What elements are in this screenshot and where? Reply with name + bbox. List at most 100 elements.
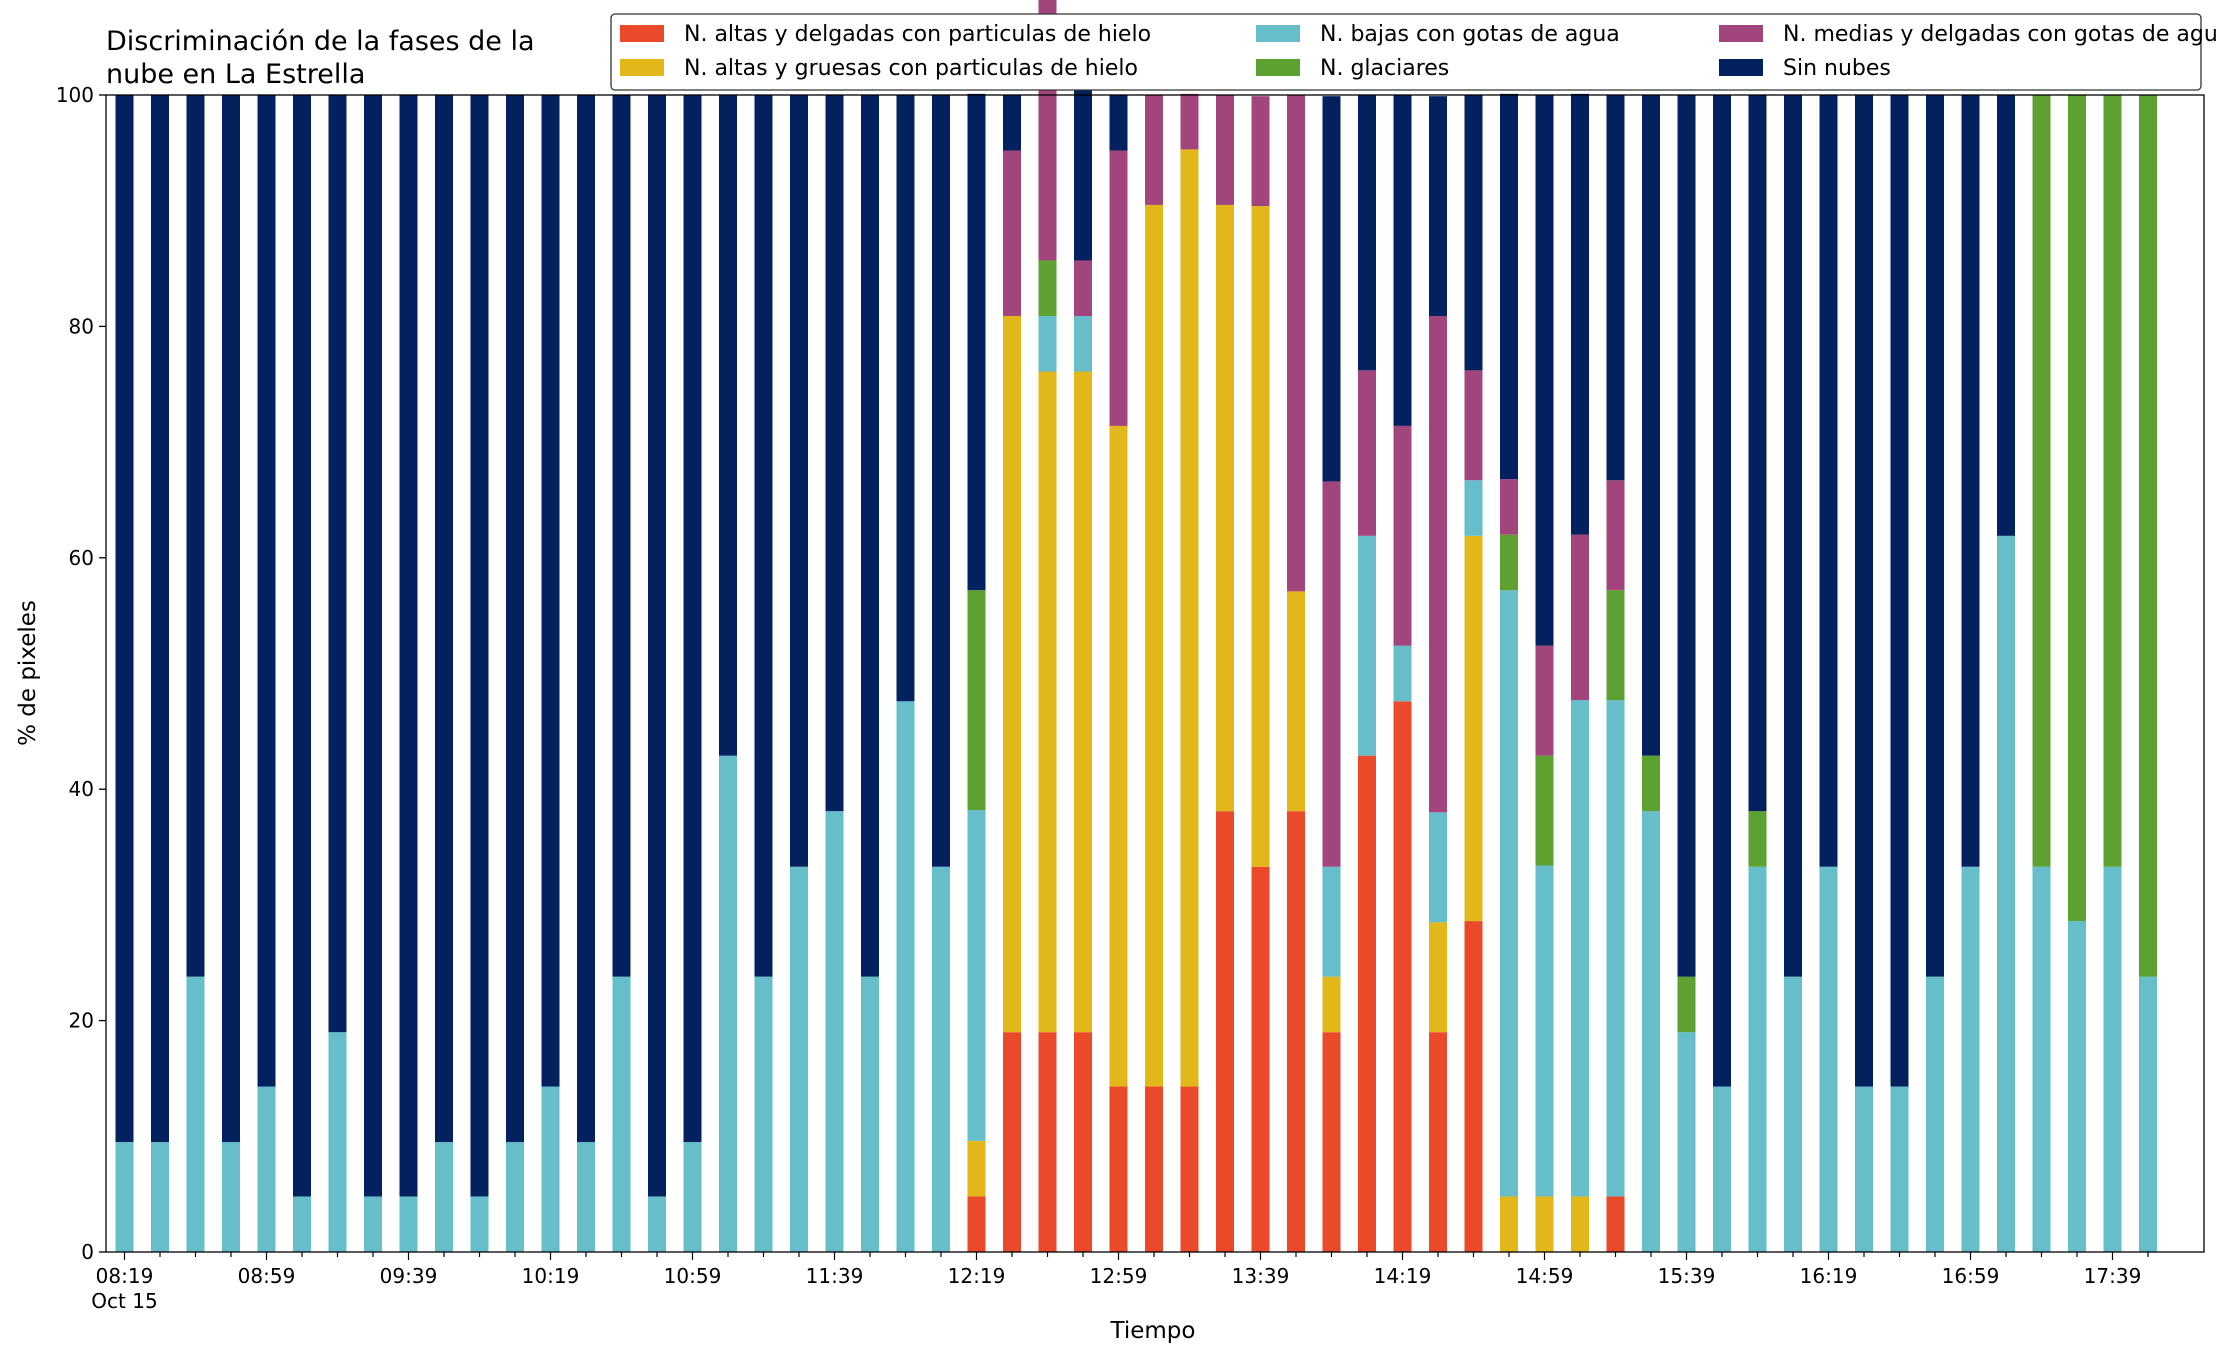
bar-segment-s5-t44 xyxy=(1677,95,1696,977)
bar-segment-s5-t10 xyxy=(470,95,489,1197)
bar-segment-s4-t34 xyxy=(1322,481,1341,867)
x-tick-sublabel: Oct 15 xyxy=(91,1289,157,1313)
bar-segment-s5-t42 xyxy=(1606,95,1625,481)
bar-segment-s3-t42 xyxy=(1606,590,1625,701)
bar-segment-s2-t51 xyxy=(1926,976,1944,1252)
x-tick-label: 11:39 xyxy=(806,1264,864,1288)
x-tick-label: 15:39 xyxy=(1658,1264,1716,1288)
bar-segment-s5-t48 xyxy=(1819,95,1838,867)
bar-segment-s1-t26 xyxy=(1038,371,1057,1033)
bar-segment-s5-t11 xyxy=(506,95,524,1143)
bar-segment-s3-t44 xyxy=(1677,976,1696,1033)
x-tick-label: 10:59 xyxy=(664,1264,722,1288)
plot-frame xyxy=(105,94,2205,1253)
y-tick-label: 100 xyxy=(56,83,94,107)
legend-swatch-1 xyxy=(620,59,664,76)
bar-segment-s2-t48 xyxy=(1819,866,1838,1252)
bar-segment-s2-t15 xyxy=(648,1196,666,1252)
bar-segment-s0-t38 xyxy=(1464,921,1483,1252)
bar-segment-s2-t12 xyxy=(541,1086,560,1252)
bar-segment-s5-t12 xyxy=(541,95,560,1087)
bar-segment-s0-t37 xyxy=(1429,1032,1447,1252)
bar-segment-s2-t11 xyxy=(506,1142,524,1252)
bar-segment-s5-t14 xyxy=(612,95,631,977)
bar-segment-s5-t13 xyxy=(577,95,595,1143)
bar-segment-s5-t25 xyxy=(1003,95,1021,151)
bar-segment-s2-t43 xyxy=(1642,811,1660,1252)
bar-segment-s4-t28 xyxy=(1109,150,1128,426)
legend-swatch-4 xyxy=(1719,25,1763,42)
bar-segment-s5-t23 xyxy=(932,95,950,867)
x-tick-label: 12:19 xyxy=(948,1264,1006,1288)
bar-segment-s2-t47 xyxy=(1784,976,1802,1252)
bar-segment-s2-t52 xyxy=(1961,866,1980,1252)
bar-segment-s5-t36 xyxy=(1393,95,1412,426)
legend-label-2: N. bajas con gotas de agua xyxy=(1320,22,1620,47)
x-axis-label: Tiempo xyxy=(1110,1318,1196,1344)
bar-segment-s2-t54 xyxy=(2032,866,2051,1252)
bar-segment-s4-t41 xyxy=(1571,534,1589,701)
bar-segment-s2-t10 xyxy=(470,1196,489,1252)
bar-segment-s5-t53 xyxy=(1997,95,2015,536)
bar-segment-s2-t45 xyxy=(1713,1086,1731,1252)
bar-segment-s2-t0 xyxy=(115,1142,134,1252)
bar-segment-s0-t24 xyxy=(967,1196,986,1252)
legend: N. altas y delgadas con particulas de hi… xyxy=(610,13,2216,91)
bar-segment-s2-t1 xyxy=(151,1142,169,1252)
bar-segment-s3-t26 xyxy=(1038,260,1057,316)
legend-frame xyxy=(610,13,2202,91)
bar-segment-s3-t56 xyxy=(2103,95,2122,867)
bar-segment-s2-t34 xyxy=(1322,866,1341,977)
x-axis: 08:19 08:59 09:39 10:19 10:59 11:39 12:19 12:59… xyxy=(91,1252,2149,1313)
y-axis: 0 20 40 60 80 100 xyxy=(56,83,106,1264)
bar-segment-s1-t31 xyxy=(1216,204,1234,812)
bar-segment-s2-t41 xyxy=(1571,700,1589,1197)
x-tick-label: 12:59 xyxy=(1090,1264,1148,1288)
bar-segment-s2-t8 xyxy=(399,1196,418,1252)
bar-segment-s0-t35 xyxy=(1358,755,1376,1252)
bars-layer xyxy=(115,0,2157,1252)
legend-label-3: N. glaciares xyxy=(1320,56,1449,81)
bar-segment-s2-t4 xyxy=(257,1086,276,1252)
bar-segment-s5-t41 xyxy=(1571,93,1589,535)
bar-segment-s2-t46 xyxy=(1748,866,1767,1252)
bar-segment-s2-t49 xyxy=(1855,1086,1873,1252)
bar-segment-s5-t6 xyxy=(328,95,347,1033)
bar-segment-s1-t24 xyxy=(967,1140,986,1197)
bar-segment-s0-t28 xyxy=(1109,1086,1128,1252)
bar-segment-s4-t25 xyxy=(1003,150,1021,316)
bar-segment-s2-t23 xyxy=(932,866,950,1252)
bar-segment-s4-t36 xyxy=(1393,425,1412,646)
bar-segment-s2-t37 xyxy=(1429,812,1447,923)
bar-segment-s3-t24 xyxy=(967,590,986,811)
bar-segment-s0-t34 xyxy=(1322,1032,1341,1252)
bar-segment-s5-t37 xyxy=(1429,96,1447,316)
bar-segment-s5-t20 xyxy=(825,95,844,812)
bar-segment-s3-t40 xyxy=(1535,755,1554,866)
bar-segment-s2-t27 xyxy=(1074,315,1092,372)
bar-segment-s5-t1 xyxy=(151,95,169,1143)
bar-segment-s2-t6 xyxy=(328,1032,347,1252)
bar-segment-s0-t25 xyxy=(1003,1032,1021,1252)
bar-segment-s5-t49 xyxy=(1855,95,1873,1087)
bar-segment-s0-t36 xyxy=(1393,701,1412,1252)
y-axis-label: % de pixeles xyxy=(15,600,41,746)
bar-segment-s1-t41 xyxy=(1571,1196,1589,1252)
bar-segment-s5-t50 xyxy=(1890,95,1909,1087)
bar-segment-s5-t17 xyxy=(719,95,737,756)
bar-segment-s3-t55 xyxy=(2068,95,2086,922)
bar-segment-s0-t27 xyxy=(1074,1032,1092,1252)
bar-segment-s3-t54 xyxy=(2032,95,2051,867)
bar-segment-s4-t37 xyxy=(1429,315,1447,813)
bar-segment-s3-t39 xyxy=(1500,534,1518,591)
legend-swatch-2 xyxy=(1256,25,1300,42)
bar-segment-s2-t35 xyxy=(1358,535,1376,756)
bar-segment-s0-t29 xyxy=(1145,1086,1163,1252)
bar-segment-s5-t22 xyxy=(896,95,915,702)
bar-segment-s2-t55 xyxy=(2068,921,2086,1252)
bar-segment-s2-t17 xyxy=(719,755,737,1252)
x-tick-label: 13:39 xyxy=(1232,1264,1290,1288)
chart-title-line-1: Discriminación de la fases de la xyxy=(106,26,535,57)
x-tick-label: 16:59 xyxy=(1942,1264,2000,1288)
